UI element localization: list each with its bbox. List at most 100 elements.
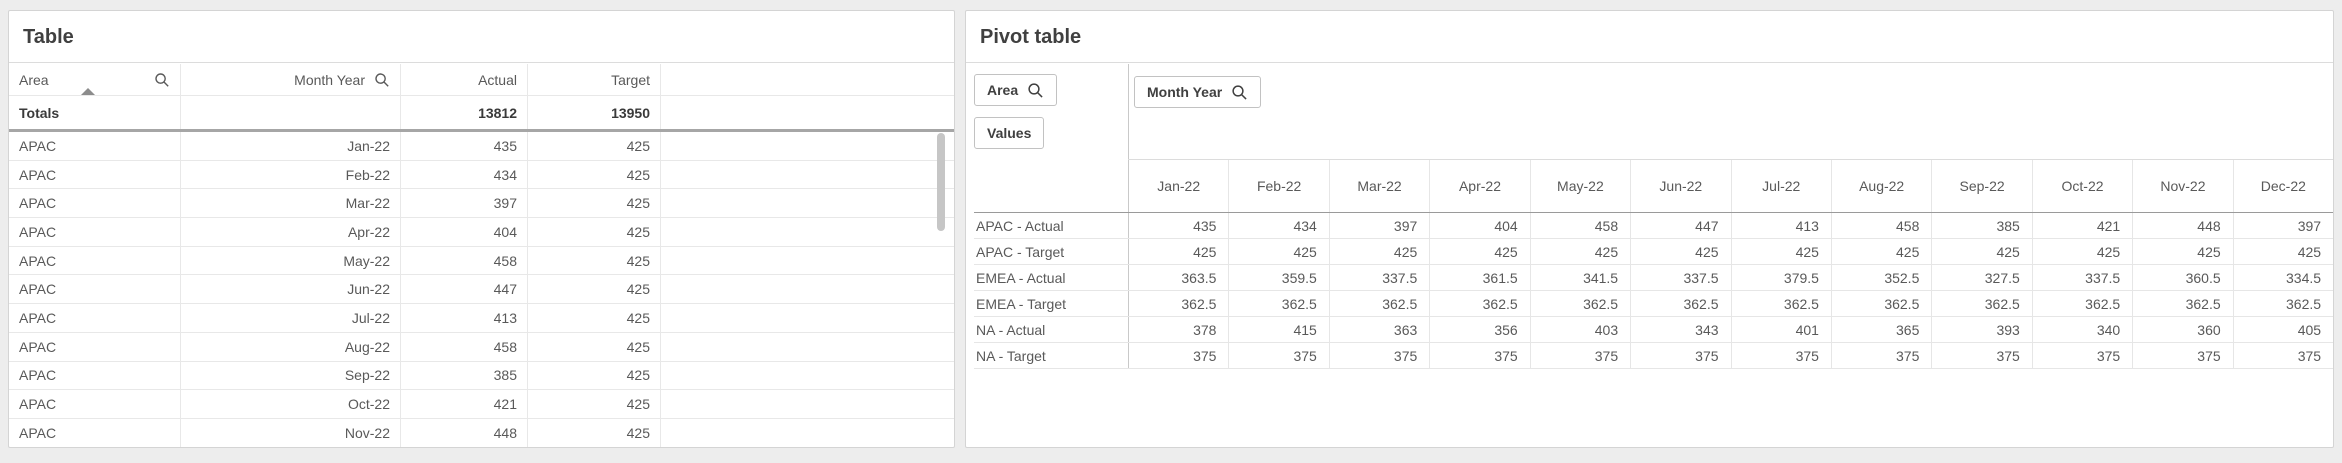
pivot-value-cell: 375 xyxy=(1229,343,1330,368)
area-cell[interactable]: APAC xyxy=(9,332,181,361)
area-cell[interactable]: APAC xyxy=(9,160,181,189)
area-cell[interactable]: APAC xyxy=(9,390,181,418)
table-row: APAC Apr-22 404 425 xyxy=(9,218,954,247)
pivot-value-cell: 375 xyxy=(1732,343,1832,368)
pivot-column-dimension-button[interactable]: Month Year xyxy=(1134,76,1262,108)
totals-actual-cell: 13812 xyxy=(401,96,528,129)
pivot-row-dimension-button[interactable]: Area xyxy=(974,74,1058,106)
table-row: APAC Sep-22 385 425 xyxy=(9,361,954,391)
target-cell: 425 xyxy=(528,246,661,275)
month-cell[interactable]: Mar-22 xyxy=(181,189,401,218)
pivot-value-cell: 425 xyxy=(1732,239,1832,264)
pivot-column-header[interactable]: Jan-22 xyxy=(1129,160,1230,212)
month-cell[interactable]: Jun-22 xyxy=(181,275,401,304)
table-row: APAC Jan-22 435 425 xyxy=(9,132,954,161)
totals-label-cell: Totals xyxy=(9,96,181,129)
area-cell[interactable]: APAC xyxy=(9,246,181,275)
pivot-value-cell: 378 xyxy=(1129,317,1230,342)
pivot-value-cell: 375 xyxy=(1832,343,1933,368)
pivot-values-button[interactable]: Values xyxy=(974,117,1045,149)
search-icon[interactable] xyxy=(374,72,390,88)
month-cell[interactable]: Aug-22 xyxy=(181,332,401,361)
column-header-area-label: Area xyxy=(19,71,49,88)
pivot-value-cell: 425 xyxy=(1229,239,1330,264)
pivot-row-label[interactable]: EMEA - Actual xyxy=(976,269,1066,286)
search-icon[interactable] xyxy=(1231,84,1248,101)
pivot-value-cell: 337.5 xyxy=(1631,265,1732,290)
pivot-column-header[interactable]: May-22 xyxy=(1531,160,1632,212)
pivot-value-cell: 375 xyxy=(2133,343,2234,368)
pivot-column-header[interactable]: Jun-22 xyxy=(1631,160,1732,212)
column-header-month-year[interactable]: Month Year xyxy=(181,64,401,95)
pivot-row-label[interactable]: NA - Actual xyxy=(976,321,1046,338)
filler-cell xyxy=(661,275,954,303)
pivot-column-header[interactable]: Apr-22 xyxy=(1430,160,1531,212)
pivot-value-cell: 362.5 xyxy=(1531,291,1632,316)
filler-cell xyxy=(661,419,954,447)
target-cell: 425 xyxy=(528,418,661,447)
pivot-row: EMEA - Target 362.5 362.5 362.5 362.5 362.5 36… xyxy=(974,291,2333,317)
pivot-value-cell: 343 xyxy=(1631,317,1732,342)
column-header-actual-label: Actual xyxy=(478,71,517,88)
pivot-value-cell: 375 xyxy=(2297,347,2322,364)
pivot-value-cell: 362.5 xyxy=(1732,291,1832,316)
pivot-value-cell: 425 xyxy=(1330,239,1431,264)
pivot-value-cell: 397 xyxy=(2297,217,2322,234)
month-cell[interactable]: May-22 xyxy=(181,246,401,275)
pivot-value-cell: 375 xyxy=(1531,343,1632,368)
month-cell[interactable]: Sep-22 xyxy=(181,361,401,390)
target-cell: 425 xyxy=(528,218,661,246)
pivot-panel: Pivot table Area Values Month Year Jan-2… xyxy=(965,10,2334,448)
pivot-value-cell: 337.5 xyxy=(1330,265,1431,290)
pivot-row-label[interactable]: EMEA - Target xyxy=(976,295,1067,312)
table-row: APAC Oct-22 421 425 xyxy=(9,390,954,419)
area-cell[interactable]: APAC xyxy=(9,275,181,304)
table-row: APAC May-22 458 425 xyxy=(9,246,954,276)
pivot-column-header[interactable]: Aug-22 xyxy=(1832,160,1933,212)
pivot-column-header[interactable]: Nov-22 xyxy=(2133,160,2234,212)
pivot-value-cell: 362.5 xyxy=(1229,291,1330,316)
month-cell[interactable]: Feb-22 xyxy=(181,160,401,189)
area-cell[interactable]: APAC xyxy=(9,304,181,332)
pivot-column-header[interactable]: Jul-22 xyxy=(1732,160,1832,212)
month-cell[interactable]: Jul-22 xyxy=(181,304,401,332)
pivot-column-header[interactable]: Oct-22 xyxy=(2033,160,2134,212)
pivot-value-cell: 458 xyxy=(1832,213,1933,238)
month-cell[interactable]: Nov-22 xyxy=(181,418,401,447)
pivot-value-cell: 385 xyxy=(1932,213,2033,238)
pivot-grid-top-border xyxy=(1128,159,2333,160)
pivot-row-label[interactable]: APAC - Actual xyxy=(976,217,1064,234)
pivot-row-label[interactable]: NA - Target xyxy=(976,347,1046,364)
table-row: APAC Nov-22 448 425 xyxy=(9,418,954,447)
actual-cell: 413 xyxy=(401,304,528,332)
month-cell[interactable]: Apr-22 xyxy=(181,218,401,246)
area-cell[interactable]: APAC xyxy=(9,132,181,160)
pivot-column-header[interactable]: Mar-22 xyxy=(1330,160,1431,212)
pivot-column-header[interactable]: Feb-22 xyxy=(1229,160,1330,212)
search-icon[interactable] xyxy=(1027,82,1044,99)
filler-cell xyxy=(661,218,954,246)
straight-table: Area Month Year Actual xyxy=(9,64,954,447)
target-cell: 425 xyxy=(528,390,661,418)
column-header-target[interactable]: Target xyxy=(528,64,661,95)
area-cell[interactable]: APAC xyxy=(9,189,181,218)
column-header-month-year-label: Month Year xyxy=(294,71,365,88)
vertical-scrollbar[interactable] xyxy=(937,133,945,231)
month-cell[interactable]: Jan-22 xyxy=(181,132,401,160)
sort-ascending-icon xyxy=(81,88,95,95)
search-icon[interactable] xyxy=(154,72,170,88)
column-header-area[interactable]: Area xyxy=(9,64,181,95)
area-cell[interactable]: APAC xyxy=(9,218,181,246)
area-cell[interactable]: APAC xyxy=(9,361,181,390)
month-cell[interactable]: Oct-22 xyxy=(181,390,401,418)
column-header-actual[interactable]: Actual xyxy=(401,64,528,95)
area-cell[interactable]: APAC xyxy=(9,418,181,447)
pivot-row-label[interactable]: APAC - Target xyxy=(976,243,1065,260)
column-header-target-label: Target xyxy=(611,71,650,88)
pivot-value-cell: 362.5 xyxy=(2133,291,2234,316)
pivot-column-header[interactable]: Dec-22 xyxy=(2260,178,2306,194)
target-cell: 425 xyxy=(528,132,661,160)
pivot-column-header[interactable]: Sep-22 xyxy=(1932,160,2033,212)
pivot-value-cell: 425 xyxy=(1932,239,2033,264)
pivot-header-divider xyxy=(1128,64,1129,369)
